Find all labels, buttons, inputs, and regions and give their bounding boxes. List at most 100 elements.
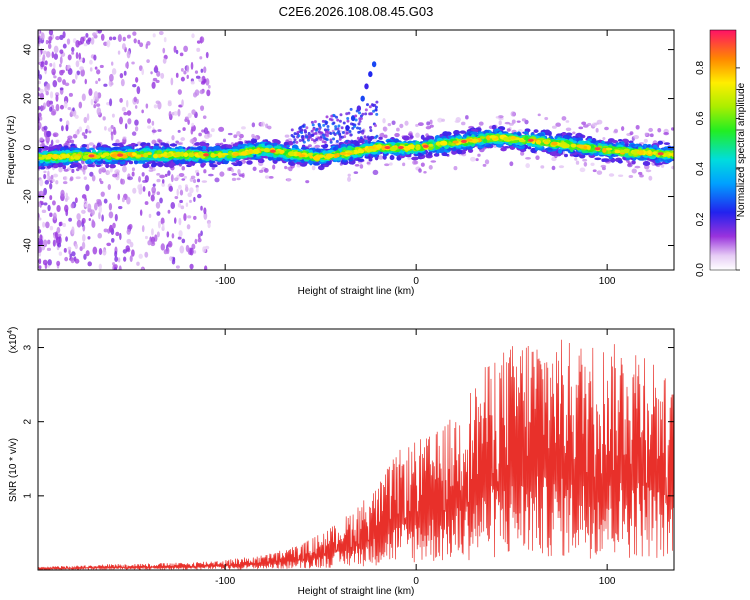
spectrogram-noise-cell xyxy=(71,226,75,235)
spectrogram-noise-cell xyxy=(67,106,72,111)
spectrogram-noise-cell xyxy=(106,39,111,48)
spectrogram-noise-cell xyxy=(117,50,121,55)
spectrogram-ridge-cell xyxy=(207,146,215,152)
spectrogram-noise-cell xyxy=(118,205,123,210)
spectrogram-noise-cell xyxy=(86,113,90,121)
spectrogram-ridge-cell xyxy=(357,158,365,162)
spectrogram-noise-cell xyxy=(160,217,165,225)
spectrogram-noise-cell xyxy=(238,137,242,141)
spectrogram-noise-cell xyxy=(83,43,88,47)
spectrogram-noise-cell xyxy=(595,128,599,133)
spectrogram-noise-cell xyxy=(132,31,137,36)
spectrogram-noise-cell xyxy=(236,131,241,137)
spectrogram-ridge-cell xyxy=(358,138,365,144)
spectrogram-noise-cell xyxy=(602,137,606,141)
spectrogram-noise-cell xyxy=(54,231,59,239)
spectrogram-noise-cell xyxy=(521,118,527,122)
spectrogram-noise-cell xyxy=(478,121,484,126)
spectrogram-noise-cell xyxy=(186,64,190,73)
spectrogram-noise-cell xyxy=(648,175,653,181)
spectrogram-noise-cell xyxy=(194,70,199,74)
spectrogram-noise-cell xyxy=(159,174,166,179)
spectrogram-ridge-cell xyxy=(246,160,253,165)
spectrogram-noise-cell xyxy=(592,169,597,173)
spectrogram-ridge-cell xyxy=(45,146,50,151)
spectrogram-noise-cell xyxy=(79,246,83,252)
spectrogram-noise-cell xyxy=(59,34,64,40)
spectrogram-noise-cell xyxy=(59,56,63,65)
spectrogram-noise-cell xyxy=(62,31,66,39)
spectrogram-noise-cell xyxy=(148,213,152,218)
spectrogram-noise-cell xyxy=(484,159,490,165)
spectrogram-ridge-cell xyxy=(663,142,671,145)
spectrogram-noise-cell xyxy=(101,214,104,222)
spectrogram-noise-cell xyxy=(126,228,131,235)
spectrogram-noise-cell xyxy=(189,247,194,256)
spectrogram-noise-cell xyxy=(88,217,91,222)
spectrogram-noise-cell xyxy=(38,201,41,208)
spectrogram-noise-cell xyxy=(42,221,46,228)
spectrogram-noise-cell xyxy=(40,105,45,111)
spectrogram-noise-cell xyxy=(179,52,184,57)
spectrogram-noise-cell xyxy=(138,175,142,183)
spectrogram-noise-cell xyxy=(189,138,195,144)
spectrogram-noise-cell xyxy=(420,162,425,167)
spectrogram-noise-cell xyxy=(67,67,73,76)
spectrogram-noise-cell xyxy=(99,64,104,69)
spectrogram-noise-cell xyxy=(388,162,393,166)
spectrogram-ridge-cell xyxy=(550,150,557,157)
spectrogram-ridge-cell xyxy=(527,146,532,150)
spectrogram-noise-cell xyxy=(114,169,121,174)
spectrogram-noise-cell xyxy=(174,217,177,224)
spectrogram-noise-cell xyxy=(590,162,595,166)
spectrogram-noise-cell xyxy=(68,248,71,255)
spectrogram-noise-cell xyxy=(53,133,57,137)
spectrogram-noise-cell xyxy=(258,169,264,173)
spectrogram-noise-cell xyxy=(179,245,185,254)
spectrogram-ridge-cell xyxy=(333,157,339,161)
spectrogram-ridge-cell xyxy=(451,149,457,155)
spectrogram-noise-cell xyxy=(175,72,179,78)
spectrogram-noise-cell xyxy=(201,180,208,183)
spectrogram-ridge-cell xyxy=(133,159,139,165)
spectrogram-noise-cell xyxy=(81,241,86,250)
spectrogram-noise-cell xyxy=(60,69,66,74)
spectrogram-noise-cell xyxy=(117,193,121,201)
spectrogram-noise-cell xyxy=(495,116,500,119)
spectrogram-ridge-cell xyxy=(169,143,178,147)
spectrogram-ridge-cell xyxy=(234,142,239,146)
spectrogram-noise-cell xyxy=(142,179,148,183)
spectrogram-noise-cell xyxy=(189,187,194,194)
spectrogram-noise-cell xyxy=(122,36,126,42)
spectrogram-noise-cell xyxy=(50,139,54,147)
spectrogram-ridge-cell xyxy=(533,129,539,133)
spectrogram-noise-cell xyxy=(117,34,122,42)
spectrogram-noise-cell xyxy=(92,32,97,37)
spectrogram-noise-cell xyxy=(85,184,90,192)
spectrogram-noise-cell xyxy=(305,180,310,184)
spectrogram-noise-cell xyxy=(98,205,103,214)
spectrogram-ridge-cell xyxy=(482,138,488,144)
spectrogram-noise-cell xyxy=(72,107,75,112)
spectrogram-noise-cell xyxy=(402,162,406,167)
spectrogram-noise-cell xyxy=(53,45,59,54)
spectrogram-noise-cell xyxy=(156,231,160,238)
spectrogram-ridge-cell xyxy=(544,129,551,134)
spectrogram-noise-cell xyxy=(158,30,164,36)
spectrogram-noise-cell xyxy=(152,183,156,187)
spectrogram-ridge-cell xyxy=(168,163,175,169)
spectrogram-noise-cell xyxy=(82,164,88,170)
spectrogram-noise-cell xyxy=(132,187,137,194)
spectrogram-noise-cell xyxy=(95,80,98,85)
spectrogram-noise-cell xyxy=(147,125,152,129)
spectrogram-ridge-cell xyxy=(105,163,110,169)
spectrogram-noise-cell xyxy=(454,120,461,123)
spectrogram-noise-cell xyxy=(58,251,63,256)
spectrogram-noise-cell xyxy=(49,182,53,190)
spectrogram-ridge-cell xyxy=(399,155,405,159)
spectrogram-noise-cell xyxy=(540,165,545,169)
spectrogram-ridge-cell xyxy=(503,146,511,149)
spectrogram-ridge-cell xyxy=(146,142,151,146)
spectrogram-noise-cell xyxy=(161,179,165,184)
spectrogram-noise-cell xyxy=(173,111,178,116)
